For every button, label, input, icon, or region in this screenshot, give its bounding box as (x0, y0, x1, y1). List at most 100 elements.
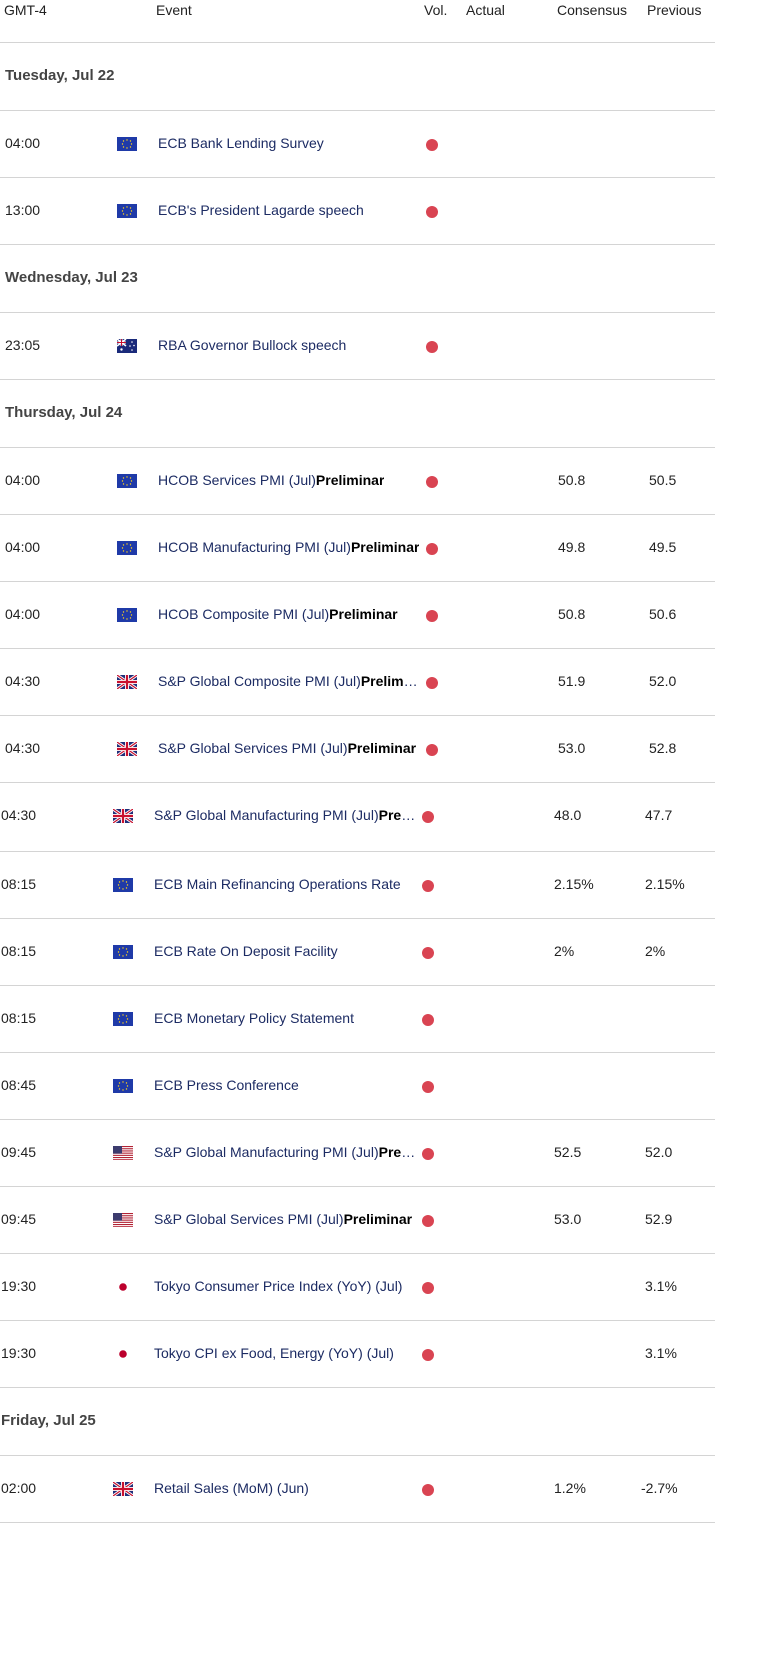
event-time: 04:00 (5, 606, 41, 622)
event-name[interactable]: Retail Sales (MoM) (Jun) (154, 1480, 309, 1496)
event-row[interactable]: 04:00 HCOB Services PMI (Jul)Preliminar 50… (0, 448, 715, 515)
event-time: 08:15 (1, 876, 37, 892)
volatility-dot-icon (422, 811, 434, 823)
event-time: 09:45 (1, 1144, 37, 1160)
consensus-value: 1.2% (554, 1480, 586, 1496)
volatility-dot-icon (422, 1215, 434, 1227)
event-name[interactable]: S&P Global Manufacturing PMI (Jul)Prelim… (154, 807, 416, 823)
event-time: 13:00 (5, 202, 41, 218)
event-title: Tokyo CPI ex Food, Energy (YoY) (Jul) (154, 1345, 394, 1361)
previous-value: 52.9 (645, 1211, 673, 1227)
event-row[interactable]: 02:00 Retail Sales (MoM) (Jun) 1.2% -2.7% (0, 1456, 715, 1523)
event-row[interactable]: 04:30 S&P Global Composite PMI (Jul)Preli… (0, 649, 715, 716)
previous-value: 3.1% (645, 1278, 677, 1294)
event-name[interactable]: ECB Monetary Policy Statement (154, 1010, 354, 1026)
event-row[interactable]: 19:30 Tokyo Consumer Price Index (YoY) (J… (0, 1254, 715, 1321)
event-title: S&P Global Services PMI (Jul) (158, 740, 348, 756)
event-row[interactable]: 04:00 HCOB Manufacturing PMI (Jul)Prelimi… (0, 515, 715, 582)
volatility-dot-icon (426, 543, 438, 555)
event-title: ECB Bank Lending Survey (158, 135, 324, 151)
event-title: S&P Global Composite PMI (Jul) (158, 673, 361, 689)
volatility-dot-icon (426, 744, 438, 756)
consensus-value: 53.0 (558, 740, 586, 756)
consensus-column-header: Consensus (557, 2, 628, 18)
consensus-value: 2% (554, 943, 575, 959)
event-row[interactable]: 13:00 ECB's President Lagarde speech (0, 178, 715, 245)
previous-value: 2% (645, 943, 666, 959)
event-row[interactable]: 19:30 Tokyo CPI ex Food, Energy (YoY) (Ju… (0, 1321, 715, 1388)
event-name[interactable]: S&P Global Services PMI (Jul)Preliminar (158, 740, 416, 756)
volatility-dot-icon (422, 880, 434, 892)
previous-column-header: Previous (647, 2, 702, 18)
event-row[interactable]: 23:05 RBA Governor Bullock speech (0, 313, 715, 380)
event-title: HCOB Manufacturing PMI (Jul) (158, 539, 351, 555)
event-time: 04:00 (5, 135, 41, 151)
event-name[interactable]: Tokyo CPI ex Food, Energy (YoY) (Jul) (154, 1345, 394, 1361)
us-flag-icon (113, 1146, 133, 1160)
eu-flag-icon (113, 945, 133, 959)
event-name[interactable]: ECB Press Conference (154, 1077, 299, 1093)
previous-value: 52.8 (649, 740, 677, 756)
eu-flag-icon (113, 1079, 133, 1093)
event-time: 04:30 (1, 807, 37, 823)
event-row[interactable]: 04:30 S&P Global Services PMI (Jul)Prelim… (0, 716, 715, 783)
event-row[interactable]: 04:00 ECB Bank Lending Survey (0, 111, 715, 178)
event-row[interactable]: 08:15 ECB Monetary Policy Statement (0, 986, 715, 1053)
event-status-tag: Preliminar (378, 1144, 416, 1160)
event-name[interactable]: ECB's President Lagarde speech (158, 202, 364, 218)
event-name[interactable]: ECB Main Refinancing Operations Rate (154, 876, 401, 892)
day-label: Tuesday, Jul 22 (5, 67, 115, 84)
event-row[interactable]: 09:45 S&P Global Services PMI (Jul)Prelim… (0, 1187, 715, 1254)
volatility-dot-icon (422, 1349, 434, 1361)
uk-flag-icon (117, 675, 137, 689)
jp-flag-icon (113, 1347, 133, 1361)
volatility-dot-icon (426, 341, 438, 353)
actual-column-header: Actual (466, 2, 505, 18)
event-status-tag: Preliminar (347, 740, 417, 756)
event-name[interactable]: S&P Global Manufacturing PMI (Jul)Prelim… (154, 1144, 416, 1160)
day-label: Wednesday, Jul 23 (5, 269, 138, 286)
previous-value: 49.5 (649, 539, 677, 555)
event-title: S&P Global Services PMI (Jul) (154, 1211, 344, 1227)
event-name[interactable]: Tokyo Consumer Price Index (YoY) (Jul) (154, 1278, 402, 1294)
consensus-value: 2.15% (554, 876, 594, 892)
volatility-dot-icon (426, 610, 438, 622)
timezone-header[interactable]: GMT-4 (4, 2, 47, 18)
event-name[interactable]: S&P Global Services PMI (Jul)Preliminar (154, 1211, 412, 1227)
event-name[interactable]: HCOB Services PMI (Jul)Preliminar (158, 472, 384, 488)
event-title: S&P Global Manufacturing PMI (Jul) (154, 1144, 379, 1160)
event-name[interactable]: HCOB Composite PMI (Jul)Preliminar (158, 606, 398, 622)
event-time: 04:30 (5, 740, 41, 756)
event-row[interactable]: 08:15 ECB Rate On Deposit Facility 2% 2% (0, 919, 715, 986)
event-title: ECB Monetary Policy Statement (154, 1010, 354, 1026)
event-title: ECB's President Lagarde speech (158, 202, 364, 218)
event-name[interactable]: S&P Global Composite PMI (Jul)Preliminar (158, 673, 420, 689)
event-title: ECB Rate On Deposit Facility (154, 943, 338, 959)
previous-value: 52.0 (649, 673, 677, 689)
event-time: 09:45 (1, 1211, 37, 1227)
event-status-tag: Preliminar (315, 472, 385, 488)
event-row[interactable]: 08:45 ECB Press Conference (0, 1053, 715, 1120)
day-header: Tuesday, Jul 22 (0, 43, 715, 111)
event-time: 19:30 (1, 1345, 37, 1361)
event-row[interactable]: 04:00 HCOB Composite PMI (Jul)Preliminar 5… (0, 582, 715, 649)
event-name[interactable]: ECB Rate On Deposit Facility (154, 943, 338, 959)
previous-value: -2.7% (641, 1480, 678, 1496)
event-row[interactable]: 04:30 S&P Global Manufacturing PMI (Jul)P… (0, 783, 715, 852)
uk-flag-icon (117, 742, 137, 756)
event-time: 08:15 (1, 1010, 37, 1026)
consensus-value: 53.0 (554, 1211, 582, 1227)
volatility-column-header: Vol. (424, 2, 448, 18)
event-name[interactable]: HCOB Manufacturing PMI (Jul)Preliminar (158, 539, 419, 555)
eu-flag-icon (117, 541, 137, 555)
previous-value: 50.6 (649, 606, 677, 622)
event-row[interactable]: 09:45 S&P Global Manufacturing PMI (Jul)P… (0, 1120, 715, 1187)
event-row[interactable]: 08:15 ECB Main Refinancing Operations Rat… (0, 852, 715, 919)
event-time: 08:15 (1, 943, 37, 959)
event-name[interactable]: RBA Governor Bullock speech (158, 337, 346, 353)
volatility-dot-icon (426, 677, 438, 689)
volatility-dot-icon (422, 1484, 434, 1496)
event-name[interactable]: ECB Bank Lending Survey (158, 135, 324, 151)
event-column-header: Event (156, 2, 192, 18)
previous-value: 3.1% (645, 1345, 677, 1361)
